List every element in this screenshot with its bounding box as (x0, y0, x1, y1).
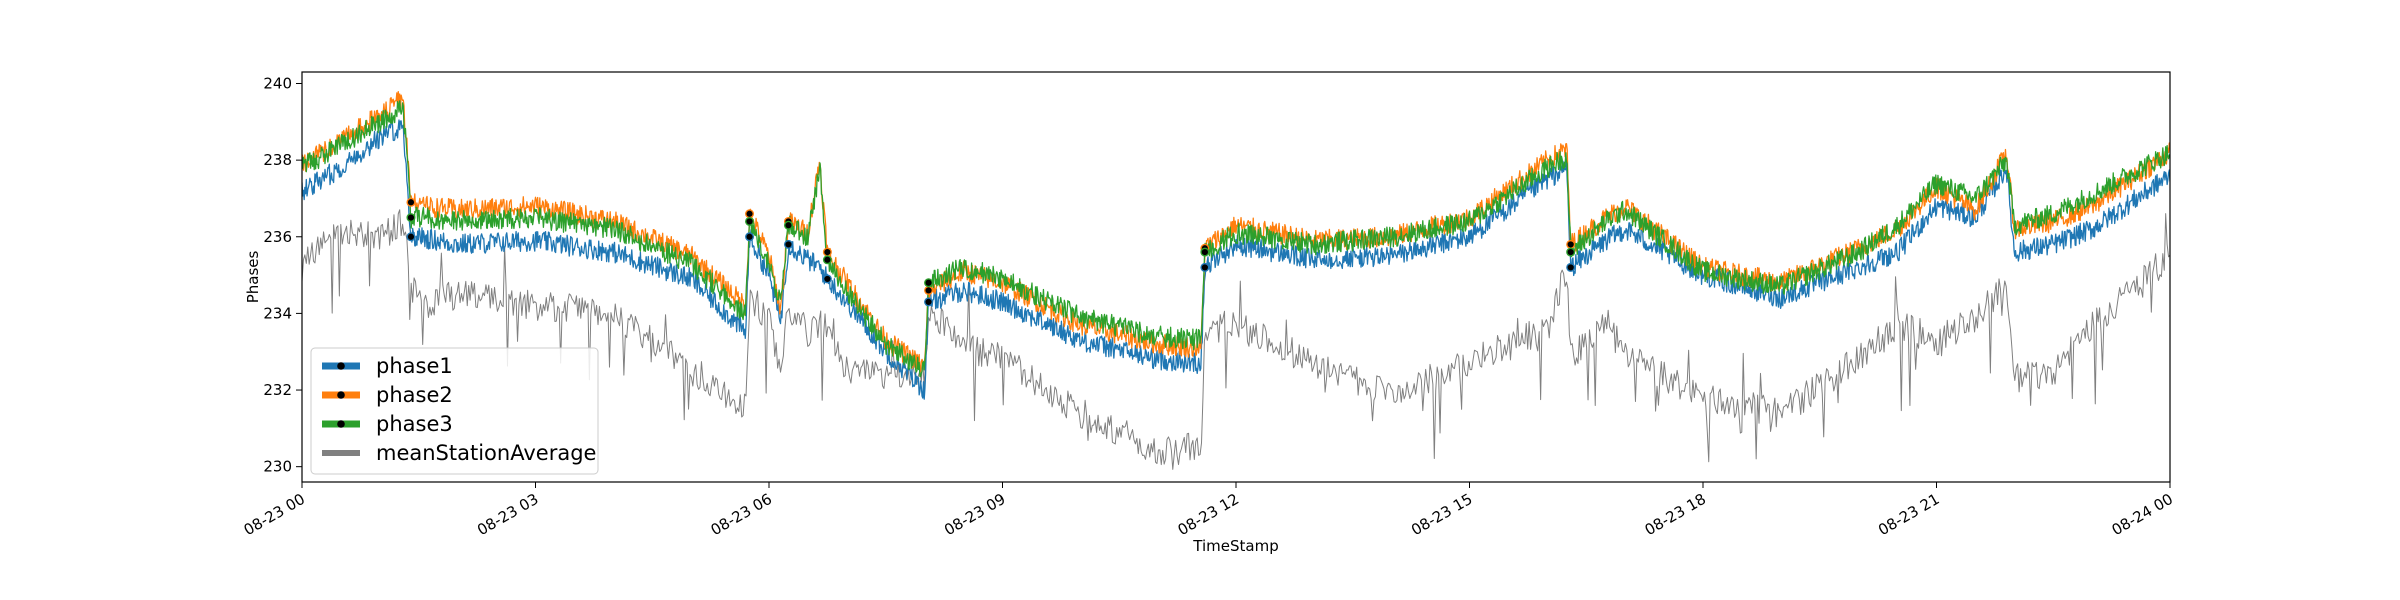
y-axis-title: Phases (244, 251, 262, 304)
marker-phase1 (924, 297, 934, 307)
x-tick-label: 08-23 15 (1408, 490, 1475, 539)
y-tick-label: 230 (263, 458, 292, 476)
x-axis-title: TimeStamp (1192, 537, 1278, 555)
y-tick-label: 236 (263, 228, 292, 246)
x-tick-label: 08-23 21 (1875, 490, 1942, 539)
marker-phase3 (406, 213, 416, 223)
marker-phase1 (745, 232, 755, 242)
legend-label-phase1: phase1 (376, 354, 453, 378)
marker-phase2 (924, 285, 934, 295)
series-line-meanStationAverage (302, 209, 2170, 470)
legend-marker-phase2 (337, 391, 345, 399)
marker-phase3 (1200, 247, 1210, 257)
x-tick-label: 08-23 18 (1642, 490, 1709, 539)
series-line-phase3 (302, 100, 2170, 378)
marker-phase2 (745, 209, 755, 219)
legend: phase1 phase2 phase3 meanStationAverage (310, 347, 599, 475)
marker-phase3 (924, 278, 934, 288)
marker-phase2 (406, 197, 416, 207)
marker-phase1 (822, 274, 832, 284)
x-axis: 08-23 00 08-23 03 08-23 06 08-23 09 08-23 12… (241, 482, 2176, 539)
y-tick-label: 238 (263, 151, 292, 169)
marker-phase1 (406, 232, 416, 242)
x-tick-label: 08-23 00 (241, 490, 308, 539)
y-tick-label: 240 (263, 74, 292, 92)
x-tick-label: 08-23 03 (474, 490, 541, 539)
marker-phase1 (783, 239, 793, 249)
legend-label-phase3: phase3 (376, 412, 453, 436)
marker-phase1 (1566, 262, 1576, 272)
marker-phase3 (1566, 247, 1576, 257)
y-tick-label: 232 (263, 381, 292, 399)
series-layer (302, 90, 2170, 470)
marker-phase3 (745, 216, 755, 226)
marker-phase3 (783, 220, 793, 230)
marker-layer (406, 197, 1576, 307)
legend-marker-phase3 (337, 420, 345, 428)
x-tick-label: 08-23 12 (1175, 490, 1242, 539)
legend-label-meanStationAverage: meanStationAverage (376, 441, 596, 465)
marker-phase1 (1200, 262, 1210, 272)
series-line-phase1 (302, 119, 2170, 400)
y-tick-label: 234 (263, 304, 292, 322)
x-tick-label: 08-24 00 (2109, 490, 2176, 539)
marker-phase2 (1566, 239, 1576, 249)
legend-marker-phase1 (337, 362, 345, 370)
x-tick-label: 08-23 06 (708, 490, 775, 539)
legend-box (310, 347, 599, 475)
marker-phase3 (822, 255, 832, 265)
legend-label-phase2: phase2 (376, 383, 453, 407)
x-tick-label: 08-23 09 (941, 490, 1008, 539)
marker-phase2 (822, 247, 832, 257)
y-axis: 230 232 234 236 238 240 (263, 74, 302, 476)
series-line-phase2 (302, 90, 2170, 373)
